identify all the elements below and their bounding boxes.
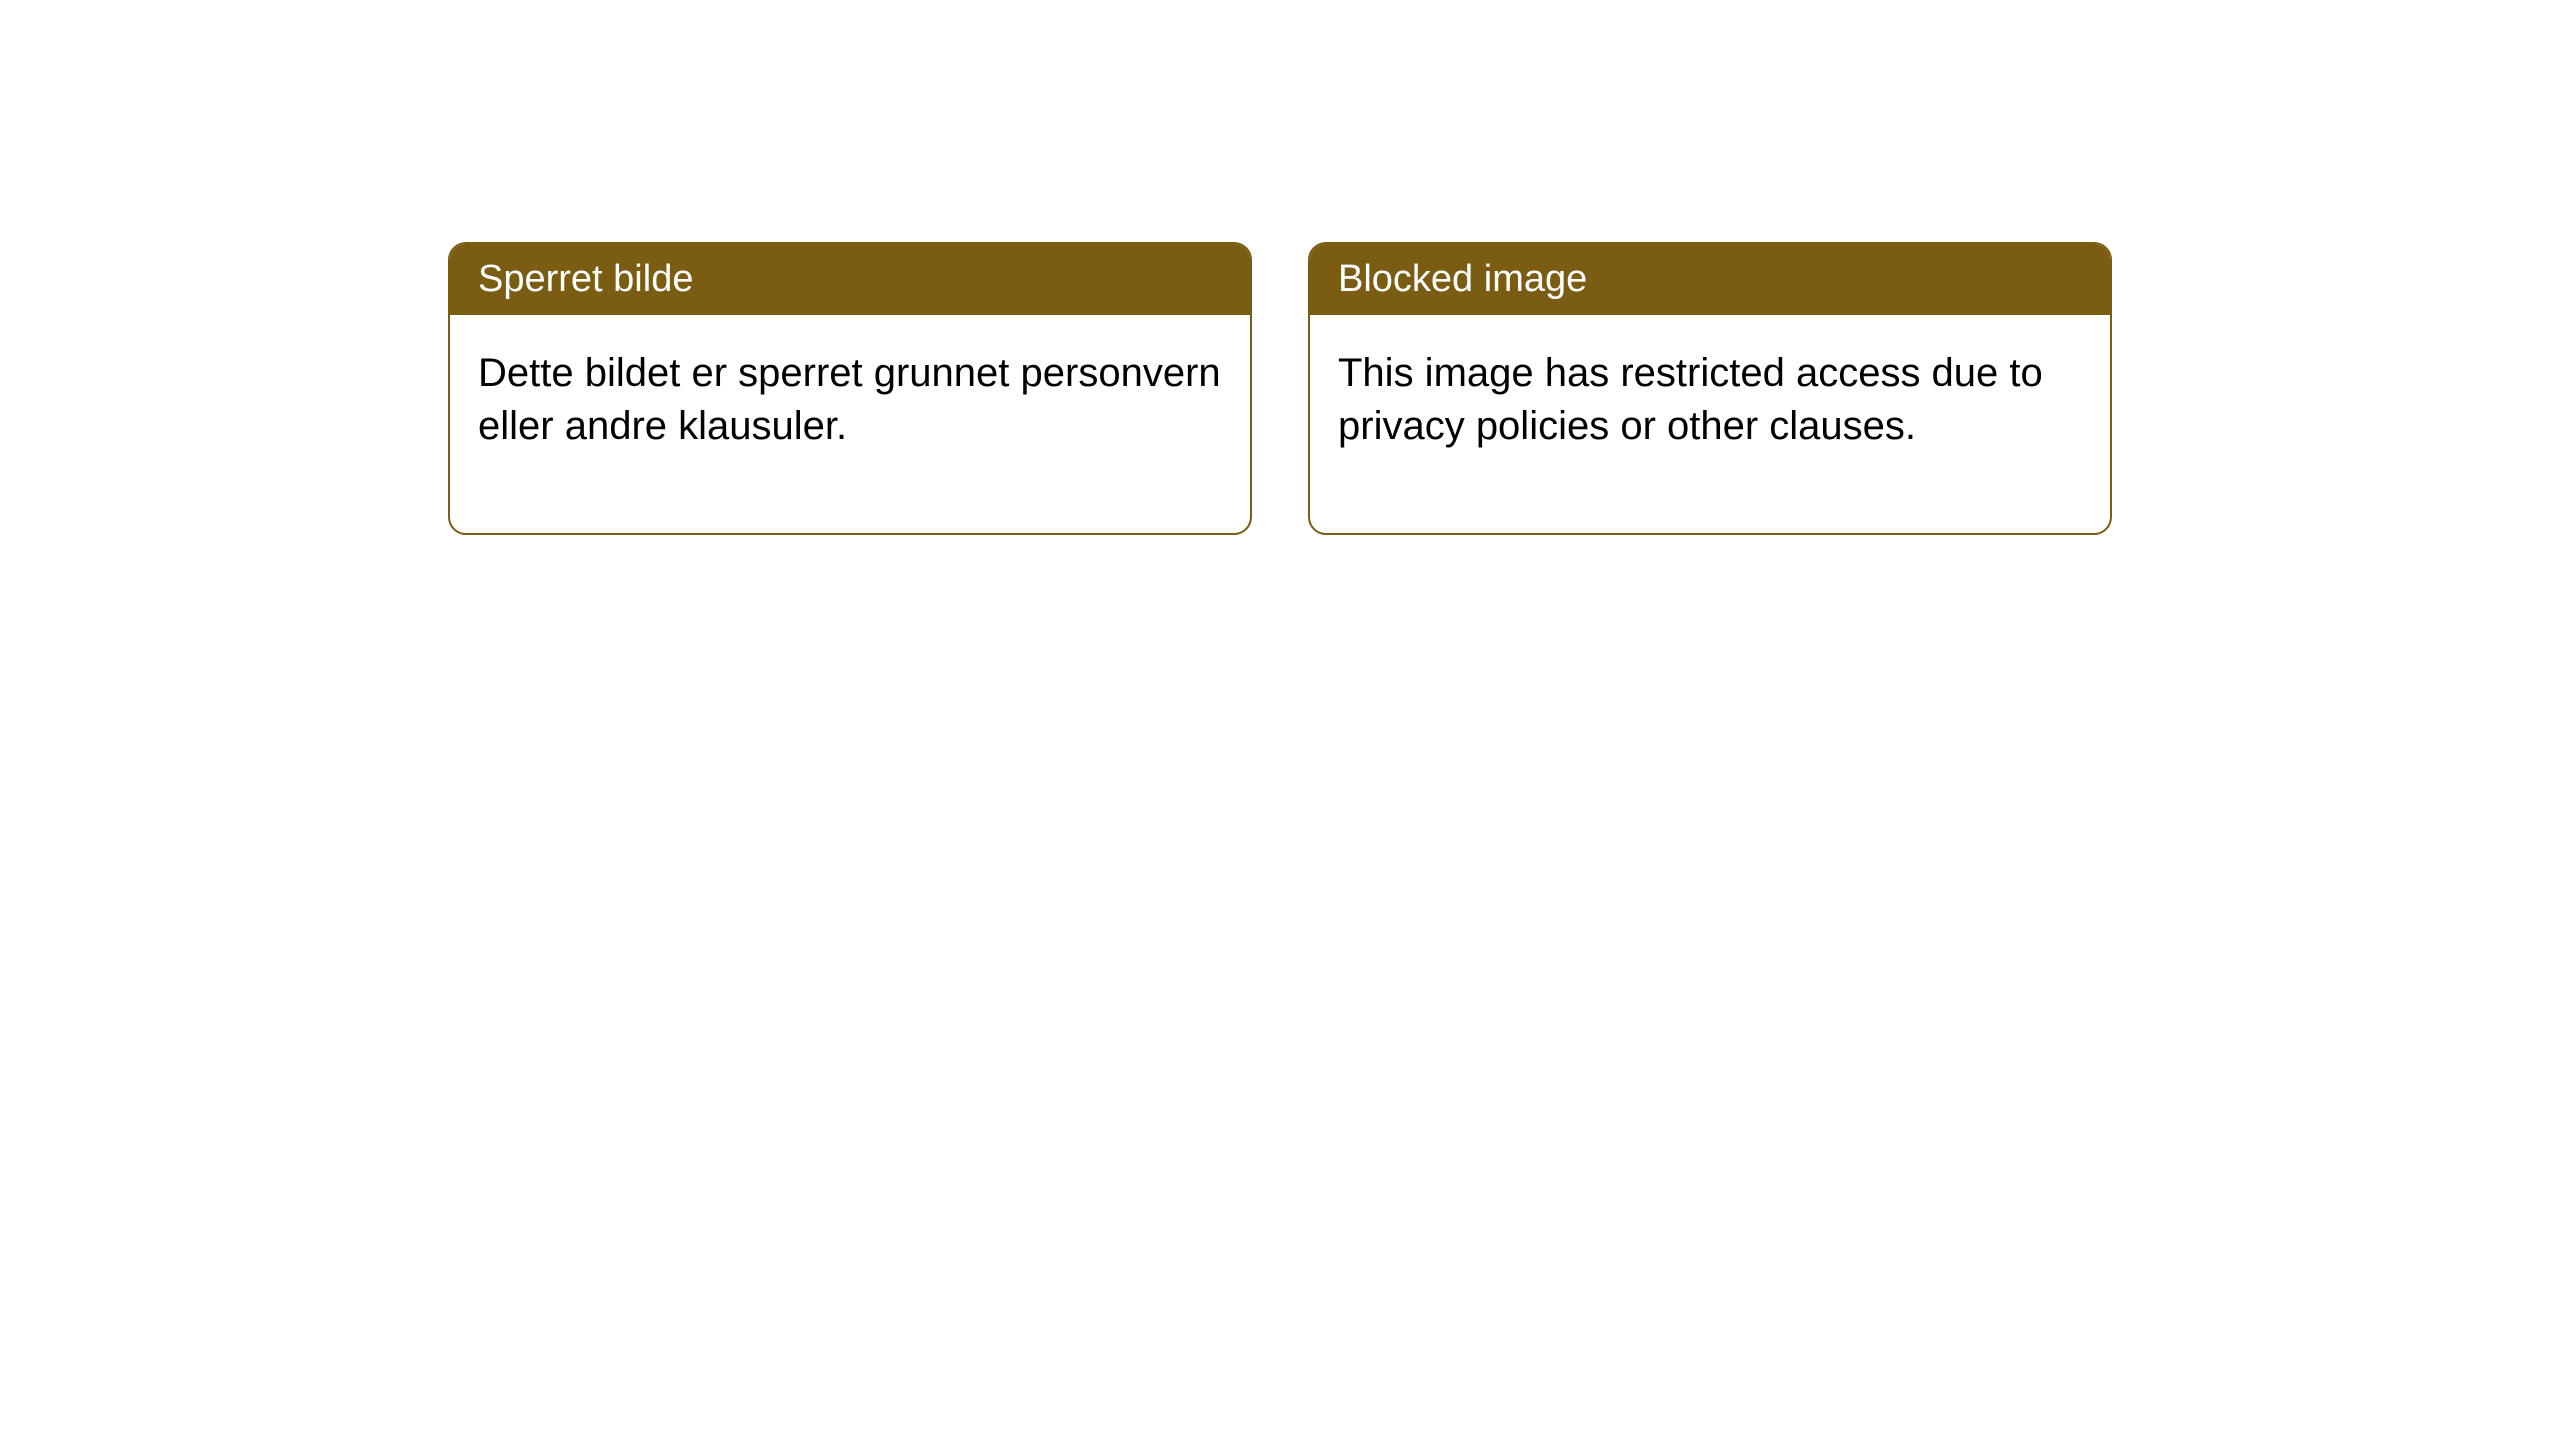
notice-body-no: Dette bildet er sperret grunnet personve… xyxy=(450,315,1250,533)
notice-title-en: Blocked image xyxy=(1338,258,1587,300)
notice-text-en: This image has restricted access due to … xyxy=(1338,351,2043,448)
notice-container: Sperret bilde Dette bildet er sperret gr… xyxy=(0,0,2560,535)
notice-box-no: Sperret bilde Dette bildet er sperret gr… xyxy=(448,242,1252,535)
notice-title-no: Sperret bilde xyxy=(478,258,693,300)
notice-header-en: Blocked image xyxy=(1310,244,2110,315)
notice-body-en: This image has restricted access due to … xyxy=(1310,315,2110,533)
notice-header-no: Sperret bilde xyxy=(450,244,1250,315)
notice-box-en: Blocked image This image has restricted … xyxy=(1308,242,2112,535)
notice-text-no: Dette bildet er sperret grunnet personve… xyxy=(478,351,1221,448)
